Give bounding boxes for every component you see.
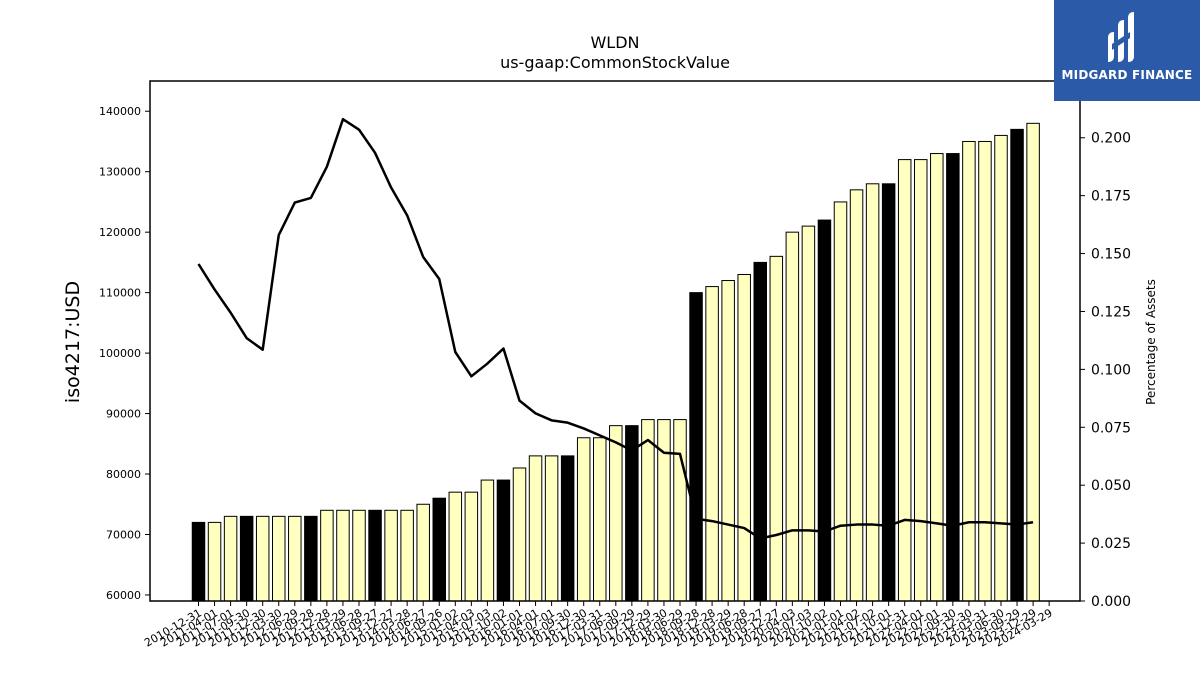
bar [368, 509, 382, 602]
bar [817, 219, 832, 602]
bar [384, 509, 398, 602]
bar [978, 140, 992, 602]
bar [480, 479, 495, 602]
bar [994, 134, 1008, 602]
bar [673, 419, 687, 602]
percentage-line [197, 117, 1034, 540]
bar [320, 509, 334, 602]
bar [881, 183, 896, 602]
y-tick-label: 130000 [99, 166, 141, 179]
y2-tick-label: 0.000 [1091, 594, 1131, 610]
bar [833, 201, 848, 602]
bar [785, 231, 800, 602]
bar [512, 467, 527, 602]
bar [946, 153, 960, 602]
bar [432, 497, 446, 602]
bar [721, 280, 735, 602]
bar [641, 419, 655, 602]
chart-title: WLDN [590, 33, 639, 52]
bar [304, 515, 318, 602]
y2-axis-label: Percentage of Assets [1144, 279, 1158, 405]
y2-tick-label: 0.100 [1091, 362, 1131, 378]
bar [705, 286, 719, 602]
bar [689, 292, 703, 602]
y-tick-label: 70000 [106, 528, 141, 541]
y2-tick-label: 0.200 [1091, 131, 1131, 147]
bar [528, 455, 543, 602]
bar [897, 159, 912, 602]
bar [400, 509, 414, 602]
bar [255, 515, 270, 602]
bar [593, 437, 607, 602]
bar [962, 140, 976, 602]
y-tick-label: 60000 [106, 589, 141, 602]
axes: 60000 70000 80000 90000 100000 110000 120000 13… [99, 80, 1131, 650]
y-axis-label: iso4217:USD [62, 281, 84, 403]
bar [272, 515, 286, 602]
bar [448, 491, 463, 602]
bar [769, 255, 784, 602]
bar [336, 509, 350, 602]
brand-logo: MIDGARD FINANCE [1054, 0, 1200, 101]
bar-series [191, 122, 1040, 602]
bar [625, 425, 639, 602]
bar [496, 479, 511, 602]
logo-mark-icon [1108, 12, 1134, 62]
y2-tick-label: 0.150 [1091, 247, 1131, 263]
bar [657, 419, 671, 602]
bar [352, 509, 366, 602]
bar [207, 521, 222, 602]
bar [288, 515, 302, 602]
bar [1010, 128, 1024, 602]
y-tick-label: 140000 [99, 105, 141, 118]
bar [544, 455, 559, 602]
bar [191, 521, 206, 602]
bar [416, 503, 430, 602]
bar [239, 515, 254, 602]
bar [914, 159, 928, 602]
y-tick-label: 120000 [99, 226, 141, 239]
bar [576, 437, 591, 602]
y2-tick-label: 0.125 [1091, 304, 1131, 320]
logo-text: MIDGARD FINANCE [1061, 68, 1193, 82]
y-tick-label: 80000 [106, 468, 141, 481]
bar [223, 515, 238, 602]
bar [865, 183, 880, 602]
bar [1026, 122, 1040, 602]
bar [737, 273, 751, 602]
bar [464, 491, 479, 602]
y2-tick-label: 0.050 [1091, 478, 1131, 494]
bar [560, 455, 575, 602]
line-series [197, 117, 1034, 540]
y2-tick-label: 0.075 [1091, 420, 1131, 436]
y-tick-label: 90000 [106, 408, 141, 421]
plot-frame [149, 80, 1081, 602]
bar [801, 225, 816, 602]
y-tick-label: 110000 [99, 287, 141, 300]
y-tick-label: 100000 [99, 347, 141, 360]
y2-tick-label: 0.025 [1091, 536, 1131, 552]
bar [609, 425, 623, 602]
bar [753, 261, 767, 602]
chart-subtitle: us-gaap:CommonStockValue [500, 53, 730, 72]
y2-tick-label: 0.175 [1091, 189, 1131, 205]
bar [849, 189, 864, 602]
bar [930, 153, 944, 602]
